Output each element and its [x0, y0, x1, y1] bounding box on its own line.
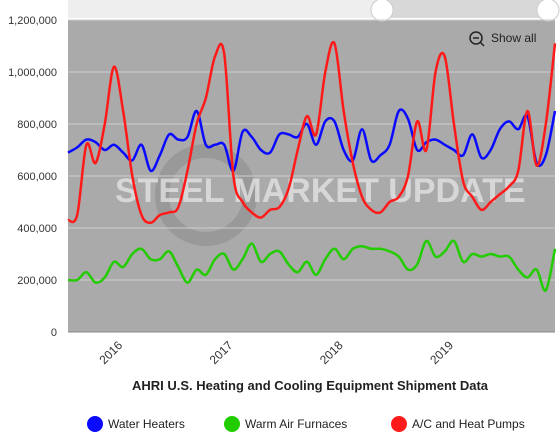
legend-item[interactable]: Warm Air Furnaces — [224, 416, 347, 432]
scroll-handle[interactable] — [370, 0, 394, 22]
x-tick-label: 2019 — [427, 338, 456, 367]
show-all-button[interactable]: Show all — [469, 31, 536, 47]
y-tick-label: 400,000 — [17, 223, 57, 235]
legend-label: Water Heaters — [108, 417, 185, 431]
legend-marker — [391, 416, 407, 432]
show-all-label[interactable]: Show all — [491, 31, 536, 45]
zoom-icon — [469, 31, 483, 45]
y-tick-label: 1,200,000 — [8, 15, 57, 27]
y-tick-label: 200,000 — [17, 275, 57, 287]
watermark: STEEL MARKET UPDATE — [115, 172, 526, 210]
legend-marker — [224, 416, 240, 432]
scroll-handle[interactable] — [536, 0, 560, 22]
x-tick-label: 2017 — [207, 338, 236, 367]
y-tick-label: 600,000 — [17, 171, 57, 183]
legend-item[interactable]: A/C and Heat Pumps — [391, 416, 525, 432]
legend-label: Warm Air Furnaces — [245, 417, 347, 431]
legend-item[interactable]: Water Heaters — [87, 416, 185, 432]
y-tick-label: 1,000,000 — [8, 67, 57, 79]
y-tick-label: 800,000 — [17, 119, 57, 131]
zoom-icon — [479, 41, 485, 47]
x-tick-label: 2016 — [96, 338, 125, 367]
x-tick-label: 2018 — [317, 338, 346, 367]
y-tick-label: 0 — [51, 327, 57, 339]
legend-marker — [87, 416, 103, 432]
series-line — [67, 40, 557, 225]
scrollbar-thumb[interactable] — [382, 0, 548, 18]
watermark-logo — [155, 144, 257, 246]
legend-label: A/C and Heat Pumps — [412, 417, 525, 431]
chart-title: AHRI U.S. Heating and Cooling Equipment … — [132, 378, 489, 393]
series-line — [67, 239, 557, 292]
series-line — [67, 108, 557, 173]
